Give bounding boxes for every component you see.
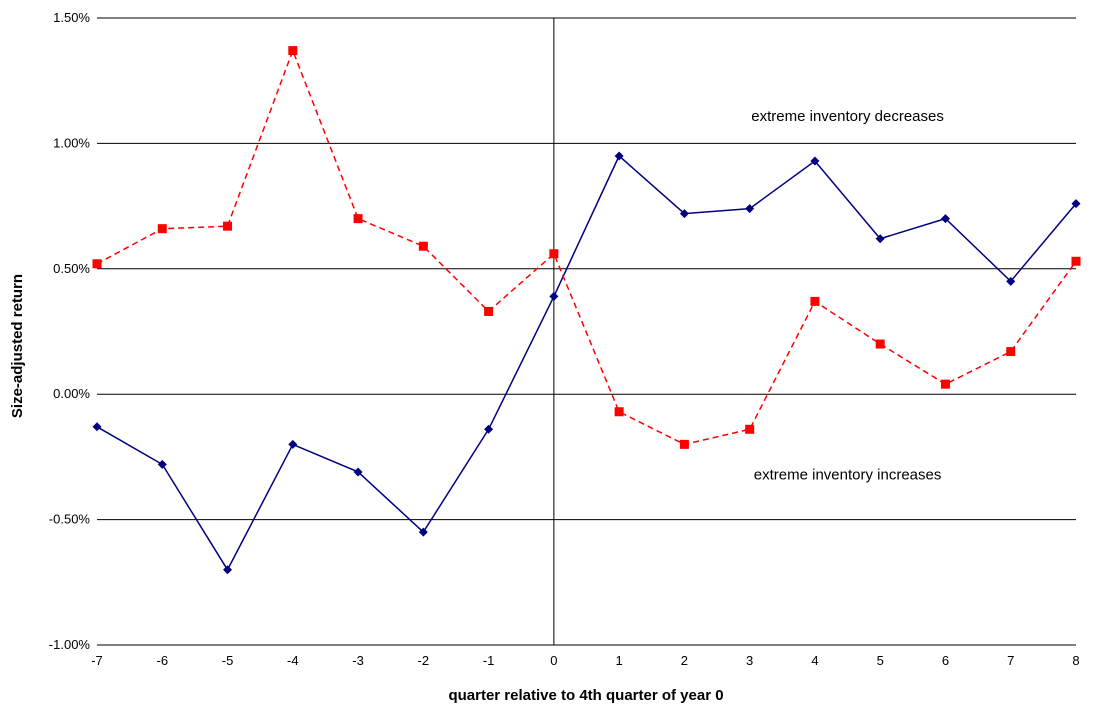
series-line (96, 154, 1077, 572)
data-point (418, 241, 428, 251)
y-axis-title: Size-adjusted return (9, 274, 26, 418)
grid-lines (97, 17, 1076, 646)
data-point (614, 407, 624, 417)
x-axis: -7 -6 -5 -4 -3 -2 -1 0 1 2 3 4 5 6 7 8 (91, 653, 1079, 668)
data-point (92, 422, 102, 432)
data-point (223, 221, 233, 231)
data-point (223, 565, 233, 575)
annotation-label: extreme inventory increases (754, 466, 942, 483)
x-tick-label: 8 (1072, 653, 1079, 668)
data-point (1006, 276, 1016, 286)
x-tick-label: -7 (91, 653, 103, 668)
data-point (288, 46, 298, 56)
data-point (157, 459, 167, 469)
data-point (745, 204, 755, 214)
series-line (96, 48, 1077, 446)
data-point (1071, 256, 1081, 266)
data-point (484, 306, 494, 316)
data-point (614, 151, 624, 161)
x-tick-label: -6 (156, 653, 168, 668)
annotation-label: extreme inventory decreases (751, 108, 944, 125)
data-point (875, 234, 885, 244)
x-tick-label: -4 (287, 653, 299, 668)
data-point (1006, 347, 1016, 357)
x-tick-label: 3 (746, 653, 753, 668)
x-tick-label: 2 (681, 653, 688, 668)
x-tick-label: 7 (1007, 653, 1014, 668)
data-point (157, 224, 167, 234)
data-point (940, 214, 950, 224)
y-tick-label: 0.50% (53, 261, 90, 276)
x-tick-label: -1 (483, 653, 495, 668)
x-tick-label: 6 (942, 653, 949, 668)
data-point (353, 467, 363, 477)
data-point (679, 209, 689, 219)
data-point (679, 439, 689, 449)
x-tick-label: 1 (616, 653, 623, 668)
data-point (745, 424, 755, 434)
data-point (940, 379, 950, 389)
y-tick-label: -0.50% (49, 512, 91, 527)
annotations: extreme inventory decreases extreme inven… (751, 108, 944, 484)
data-point (810, 156, 820, 166)
y-tick-label: 1.00% (53, 135, 90, 150)
y-tick-label: 1.50% (53, 10, 90, 25)
y-axis: -1.00% -0.50% 0.00% 0.50% 1.00% 1.50% (49, 10, 91, 652)
x-tick-label: 0 (550, 653, 557, 668)
data-point (1071, 199, 1081, 209)
data-point (418, 527, 428, 537)
x-tick-label: -2 (418, 653, 430, 668)
y-tick-label: 0.00% (53, 386, 90, 401)
x-tick-label: -3 (352, 653, 364, 668)
data-point (549, 291, 559, 301)
x-tick-label: 4 (811, 653, 818, 668)
data-point (353, 214, 363, 224)
series-layer (92, 46, 1081, 575)
data-point (875, 339, 885, 349)
x-tick-label: -5 (222, 653, 234, 668)
data-point (810, 296, 820, 306)
data-point (92, 259, 102, 269)
x-tick-label: 5 (877, 653, 884, 668)
data-point (288, 439, 298, 449)
data-point (484, 424, 494, 434)
x-axis-title: quarter relative to 4th quarter of year … (448, 687, 723, 704)
y-tick-label: -1.00% (49, 637, 91, 652)
data-point (549, 249, 559, 259)
